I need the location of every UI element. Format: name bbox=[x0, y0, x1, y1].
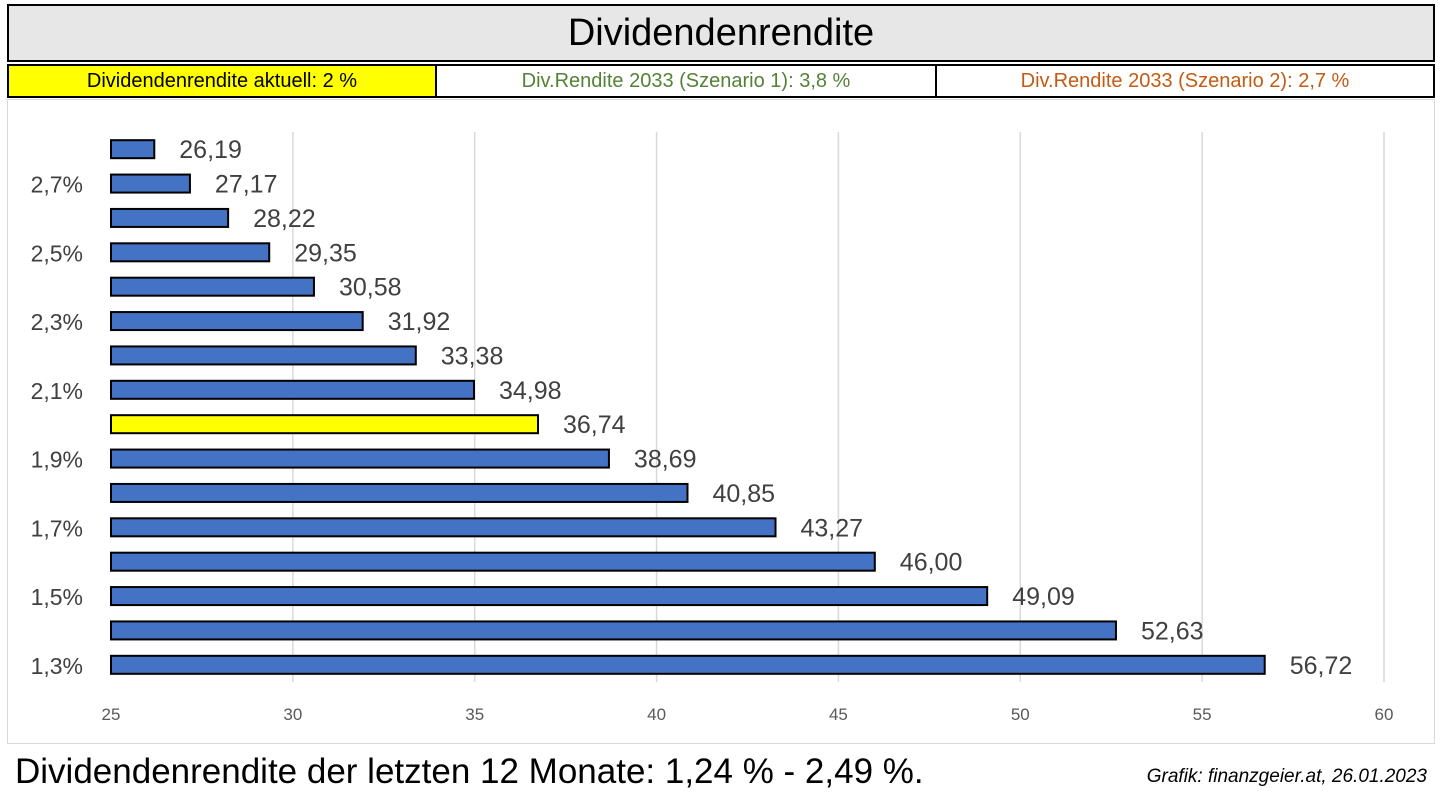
data-label: 33,38 bbox=[441, 342, 504, 370]
data-label: 52,63 bbox=[1141, 617, 1204, 645]
scenario1-label: Div.Rendite 2033 (Szenario 1): 3,8 % bbox=[437, 66, 937, 96]
bar bbox=[110, 551, 876, 572]
data-label: 43,27 bbox=[801, 514, 864, 542]
bar bbox=[110, 276, 315, 297]
y-category-label: 2,7% bbox=[31, 172, 83, 198]
chart-credit: Grafik: finanzgeier.at, 26.01.2023 bbox=[1146, 766, 1427, 787]
data-label: 38,69 bbox=[634, 446, 697, 474]
y-category-label: 2,3% bbox=[31, 309, 83, 335]
bar bbox=[110, 173, 191, 194]
x-tick-label: 50 bbox=[1011, 705, 1030, 724]
scenario2-label: Div.Rendite 2033 (Szenario 2): 2,7 % bbox=[937, 66, 1433, 96]
data-label: 29,35 bbox=[294, 239, 357, 267]
x-tick-label: 45 bbox=[829, 705, 848, 724]
y-category-label: 1,3% bbox=[31, 653, 83, 679]
bar bbox=[110, 620, 1117, 641]
data-label: 49,09 bbox=[1012, 583, 1075, 611]
bar bbox=[110, 586, 989, 607]
data-label: 36,74 bbox=[563, 411, 626, 439]
data-label: 30,58 bbox=[339, 274, 402, 302]
chart-title: Dividendenrendite bbox=[7, 4, 1435, 62]
bar bbox=[110, 482, 689, 503]
bar bbox=[110, 311, 364, 332]
bar bbox=[110, 379, 475, 400]
data-label: 40,85 bbox=[712, 480, 775, 508]
scenario-row: Dividendenrendite aktuell: 2 % Div.Rendi… bbox=[7, 64, 1435, 98]
y-category-label: 1,7% bbox=[31, 515, 83, 541]
x-tick-label: 55 bbox=[1193, 705, 1212, 724]
data-label: 27,17 bbox=[215, 171, 278, 199]
bar bbox=[110, 345, 417, 366]
bar bbox=[110, 139, 156, 160]
data-label: 28,22 bbox=[253, 205, 316, 233]
x-tick-label: 35 bbox=[465, 705, 484, 724]
x-tick-label: 40 bbox=[647, 705, 666, 724]
y-category-label: 1,5% bbox=[31, 584, 83, 610]
data-label: 46,00 bbox=[900, 549, 963, 577]
x-tick-label: 25 bbox=[102, 705, 121, 724]
bar bbox=[110, 654, 1266, 675]
x-tick-label: 30 bbox=[283, 705, 302, 724]
data-label: 34,98 bbox=[499, 377, 562, 405]
x-tick-label: 60 bbox=[1375, 705, 1394, 724]
bar bbox=[110, 517, 777, 538]
data-label: 26,19 bbox=[179, 136, 242, 164]
bar bbox=[110, 207, 230, 228]
data-label: 56,72 bbox=[1290, 652, 1353, 680]
y-category-label: 2,1% bbox=[31, 378, 83, 404]
y-category-label: 1,9% bbox=[31, 447, 83, 473]
data-label: 31,92 bbox=[388, 308, 451, 336]
current-yield-label: Dividendenrendite aktuell: 2 % bbox=[9, 66, 437, 96]
plot-area-frame bbox=[7, 99, 1435, 744]
bar-highlight bbox=[110, 414, 540, 435]
y-category-label: 2,5% bbox=[31, 240, 83, 266]
bar bbox=[110, 448, 610, 469]
yield-range-summary: Dividendenrendite der letzten 12 Monate:… bbox=[15, 752, 924, 791]
bar bbox=[110, 242, 271, 263]
